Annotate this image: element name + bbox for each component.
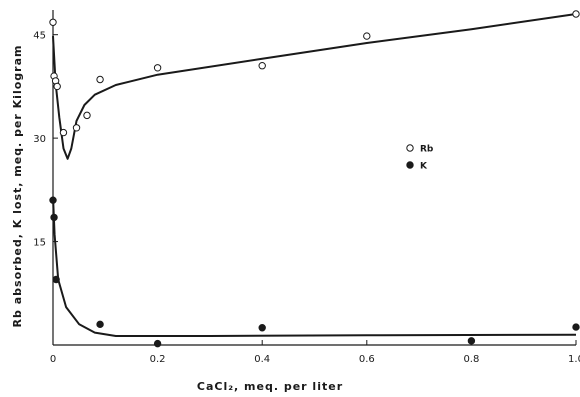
x-tick-label: 0 bbox=[50, 354, 56, 365]
x-tick-label: 0.2 bbox=[150, 354, 166, 365]
k-data-point bbox=[52, 275, 60, 284]
rb-data-point bbox=[363, 32, 371, 40]
legend-k-marker bbox=[406, 161, 414, 169]
x-tick-label: 0.8 bbox=[463, 354, 479, 365]
rb-data-point bbox=[49, 18, 57, 26]
axes bbox=[52, 10, 576, 346]
legend-rb-label: Rb bbox=[420, 145, 434, 155]
k-data-point bbox=[467, 337, 476, 345]
legend-rb-marker bbox=[406, 144, 414, 152]
x-tick-label: 0.4 bbox=[254, 354, 270, 365]
rb-data-point bbox=[153, 64, 162, 72]
k-data-point bbox=[153, 339, 162, 348]
k-data-point bbox=[572, 323, 580, 331]
rb-data-point bbox=[53, 82, 61, 91]
rb-data-point bbox=[59, 128, 68, 137]
x-tick-label: 1.0 bbox=[568, 354, 580, 365]
rb-fitted-curve bbox=[52, 13, 577, 160]
fitted-curves bbox=[52, 13, 577, 337]
k-data-point bbox=[50, 213, 58, 222]
rb-data-point bbox=[96, 75, 104, 84]
k-fitted-curve bbox=[52, 196, 577, 337]
x-tick-label: 0.6 bbox=[359, 354, 375, 365]
legend-k-label: K bbox=[420, 162, 428, 172]
data-points bbox=[49, 10, 580, 348]
legend: Rb K bbox=[406, 144, 434, 172]
k-data-point bbox=[96, 320, 104, 329]
rb-data-point bbox=[258, 62, 266, 70]
rb-data-point bbox=[83, 111, 91, 120]
k-data-point bbox=[258, 324, 266, 332]
y-tick-label: 30 bbox=[33, 134, 46, 145]
rb-data-point bbox=[72, 124, 81, 132]
x-axis-title: CaCl₂, meq. per liter bbox=[197, 380, 343, 393]
rb-data-point bbox=[572, 10, 580, 18]
x-axis-ticks: 0 0.2 0.4 0.6 0.8 1.0 bbox=[50, 340, 580, 365]
k-data-point bbox=[49, 196, 57, 204]
y-tick-label: 15 bbox=[33, 238, 46, 249]
y-axis-title: Rb absorbed, K lost, meq. per Kilogram bbox=[11, 45, 24, 328]
y-tick-label: 45 bbox=[33, 31, 46, 42]
